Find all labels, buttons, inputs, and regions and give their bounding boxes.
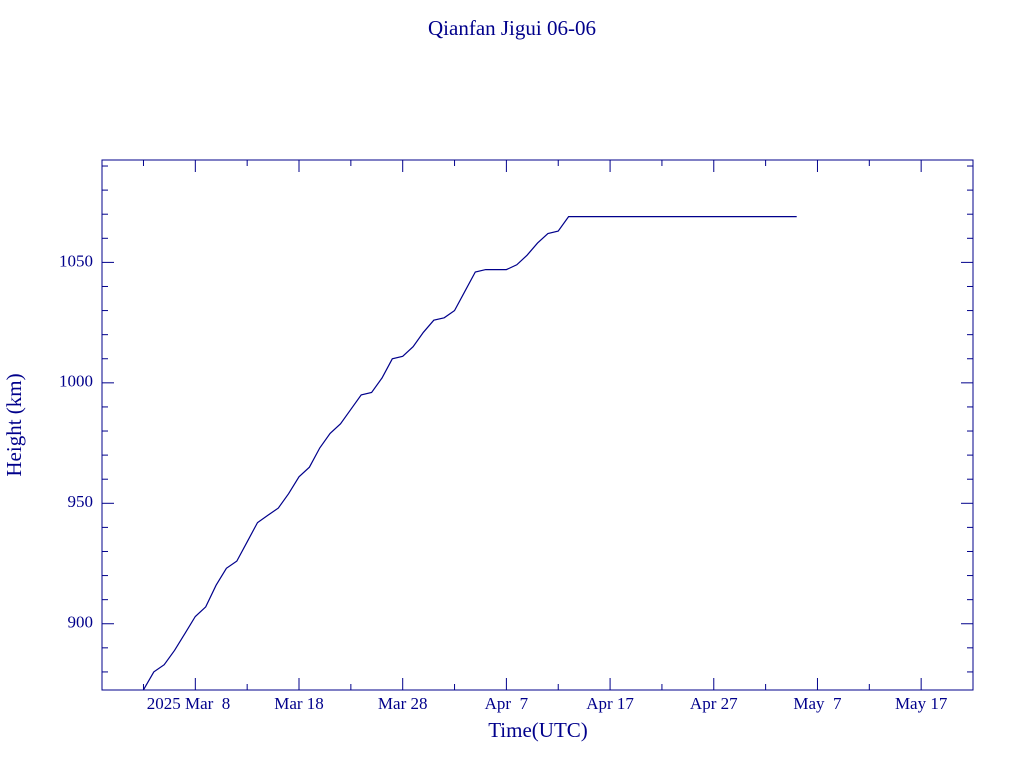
x-tick-label: Apr 17 [586,694,634,713]
y-tick-label: 1050 [59,251,93,270]
y-tick-label: 950 [68,492,94,511]
x-tick-label: May 17 [895,694,948,713]
y-axis-label: Height (km) [2,373,26,476]
x-tick-label: Apr 27 [690,694,738,713]
x-tick-label: Apr 7 [485,694,529,713]
plot-frame [101,159,974,691]
x-tick-label: Mar 28 [378,694,428,713]
x-tick-label: 2025 Mar 8 [147,694,231,713]
y-tick-label: 900 [68,613,94,632]
y-tick-label: 1000 [59,372,93,391]
x-tick-label: May 7 [793,694,842,713]
data-line [142,216,797,691]
x-tick-label: Mar 18 [274,694,324,713]
x-axis-label: Time(UTC) [488,718,588,742]
chart-title: Qianfan Jigui 06-06 [428,16,596,40]
